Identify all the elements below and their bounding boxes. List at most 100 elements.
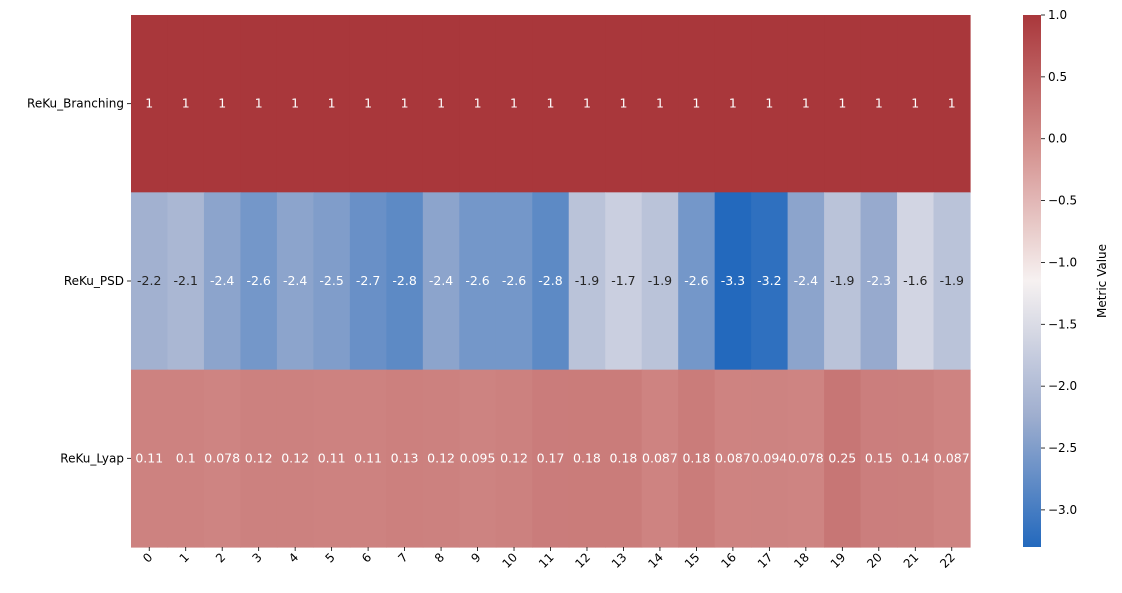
cell-label: 0.14 <box>901 450 929 465</box>
heatmap-cell <box>276 15 314 193</box>
heatmap-cell <box>787 369 825 548</box>
cell-label: 1 <box>583 96 591 111</box>
colorbar-tick-label: −2.0 <box>1048 379 1077 393</box>
heatmap-cell <box>678 15 716 193</box>
cell-label: 1 <box>401 96 409 111</box>
heatmap-cell <box>386 192 424 371</box>
x-tick-label: 6 <box>359 550 374 565</box>
cell-label: 0.25 <box>828 450 856 465</box>
heatmap-cell <box>933 369 971 548</box>
cell-label: 0.11 <box>135 450 163 465</box>
heatmap-cell <box>568 369 606 548</box>
heatmap-cell <box>203 369 242 548</box>
colorbar: 1.0 0.5 0.0 −0.5 −1.0 −1.5 −2.0 −2.5 −3.0 <box>1023 8 1077 547</box>
heatmap-cell <box>860 369 898 548</box>
cell-label: -2.2 <box>137 273 161 288</box>
y-tick-label: ReKu_PSD <box>64 274 124 288</box>
x-tick-label: 2 <box>213 550 228 565</box>
cell-label: 0.087 <box>642 450 678 465</box>
heatmap-cell <box>349 15 387 193</box>
cell-label: -2.6 <box>246 273 270 288</box>
cell-label: 0.12 <box>500 450 528 465</box>
cell-label: -2.6 <box>502 273 526 288</box>
cell-label: -2.7 <box>356 273 380 288</box>
cell-label: 1 <box>328 96 336 111</box>
heatmap-cell <box>787 192 825 371</box>
heatmap-cell <box>422 369 460 548</box>
colorbar-tick-label: 0.0 <box>1048 132 1067 146</box>
x-tick-label: 4 <box>286 550 301 565</box>
cell-label: 0.11 <box>354 450 382 465</box>
x-tick-label: 14 <box>645 550 666 571</box>
cell-label: 1 <box>437 96 445 111</box>
y-tick-label: ReKu_Branching <box>27 97 124 111</box>
cell-label: -2.1 <box>174 273 198 288</box>
heatmap-cell <box>605 15 643 193</box>
cell-label: 0.087 <box>934 450 970 465</box>
colorbar-label: Metric Value <box>1095 244 1109 318</box>
heatmap-cell <box>751 192 789 371</box>
heatmap-cell <box>167 369 205 548</box>
x-tick-label: 17 <box>755 550 776 571</box>
cell-label: -1.9 <box>575 273 599 288</box>
cell-label: 1 <box>692 96 700 111</box>
colorbar-gradient <box>1023 15 1041 547</box>
cell-label: -2.8 <box>538 273 562 288</box>
heatmap-cell <box>495 15 533 193</box>
x-tick-label: 19 <box>828 550 849 571</box>
cell-label: -2.8 <box>392 273 416 288</box>
colorbar-tick-label: −3.0 <box>1048 503 1077 517</box>
heatmap-cell <box>459 369 497 548</box>
heatmap-cell <box>167 192 205 371</box>
cell-label: -2.4 <box>429 273 453 288</box>
heatmap-cell <box>276 192 314 371</box>
x-tick-label: 16 <box>718 550 739 571</box>
cell-label: 1 <box>656 96 664 111</box>
heatmap-cell <box>714 192 752 371</box>
cell-label: 1 <box>547 96 555 111</box>
heatmap-cell <box>495 369 533 548</box>
cell-label: 1 <box>729 96 737 111</box>
cell-label: 1 <box>255 96 263 111</box>
cell-label: 0.13 <box>391 450 419 465</box>
heatmap-cell <box>860 192 898 371</box>
cell-label: 1 <box>765 96 773 111</box>
cell-label: 0.12 <box>427 450 455 465</box>
x-tick-label: 22 <box>937 550 958 571</box>
cell-label: -3.3 <box>721 273 745 288</box>
heatmap-cell <box>714 15 752 193</box>
heatmap-cell <box>824 369 862 548</box>
colorbar-tick-label: −1.5 <box>1048 317 1077 331</box>
cell-label: 0.1 <box>176 450 196 465</box>
cell-label: 0.18 <box>573 450 601 465</box>
x-tick-label: 20 <box>864 550 885 571</box>
cell-label: 1 <box>218 96 226 111</box>
cell-label: 1 <box>948 96 956 111</box>
cell-label: 1 <box>802 96 810 111</box>
x-tick-label: 18 <box>791 550 812 571</box>
cell-label: -1.9 <box>648 273 672 288</box>
heatmap-cell <box>751 369 789 548</box>
heatmap-cell <box>313 15 351 193</box>
heatmap-cell <box>532 15 570 193</box>
cell-label: 1 <box>838 96 846 111</box>
heatmap-cell <box>313 192 351 371</box>
colorbar-tick-label: 0.5 <box>1048 70 1067 84</box>
heatmap-cell <box>605 192 643 371</box>
heatmap-cell <box>897 192 935 371</box>
heatmap-cell <box>714 369 752 548</box>
heatmap-cell <box>240 15 278 193</box>
heatmap-cell <box>568 15 606 193</box>
colorbar-tick-label: −1.0 <box>1048 255 1077 269</box>
heatmap-cell <box>568 192 606 371</box>
x-tick-label: 0 <box>140 550 155 565</box>
cell-label: 0.18 <box>682 450 710 465</box>
heatmap-cell <box>131 15 169 193</box>
x-tick-label: 12 <box>572 550 593 571</box>
heatmap-cell <box>897 15 935 193</box>
heatmap-cell <box>532 192 570 371</box>
heatmap-cells <box>131 15 971 548</box>
cell-label: 1 <box>291 96 299 111</box>
heatmap-cell <box>349 369 387 548</box>
